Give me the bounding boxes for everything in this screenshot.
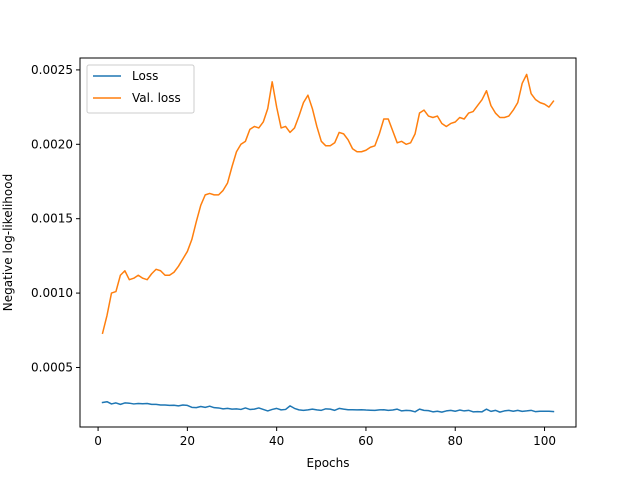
- legend-label-val-loss: Val. loss: [132, 91, 181, 105]
- y-tick-label: 0.0010: [31, 286, 73, 300]
- x-tick-label: 20: [180, 434, 195, 448]
- plot-frame: [79, 57, 577, 428]
- legend: Loss Val. loss: [86, 64, 195, 114]
- y-tick-label: 0.0015: [31, 212, 73, 226]
- x-tick-label: 40: [269, 434, 284, 448]
- y-tick-label: 0.0025: [31, 63, 73, 77]
- y-tick-label: 0.0020: [31, 137, 73, 151]
- x-axis-label: Epochs: [307, 456, 350, 470]
- x-tick-label: 80: [448, 434, 463, 448]
- x-tick-label: 100: [533, 434, 556, 448]
- y-axis-label: Negative log-likelihood: [1, 174, 15, 311]
- plot-area-background: [80, 58, 576, 427]
- legend-box: [86, 64, 195, 114]
- y-tick-label: 0.0005: [31, 360, 73, 374]
- x-tick-label: 60: [358, 434, 373, 448]
- legend-label-loss: Loss: [132, 69, 158, 83]
- series-line-loss: [101, 400, 555, 413]
- y-axis-ticks: 0.0005 0.0010 0.0015 0.0020 0.0025: [31, 63, 80, 374]
- series-line-val-loss: [101, 73, 555, 335]
- x-axis-ticks: 0 20 40 60 80 100: [94, 427, 556, 448]
- series-layer: [101, 73, 555, 413]
- x-tick-label: 0: [94, 434, 102, 448]
